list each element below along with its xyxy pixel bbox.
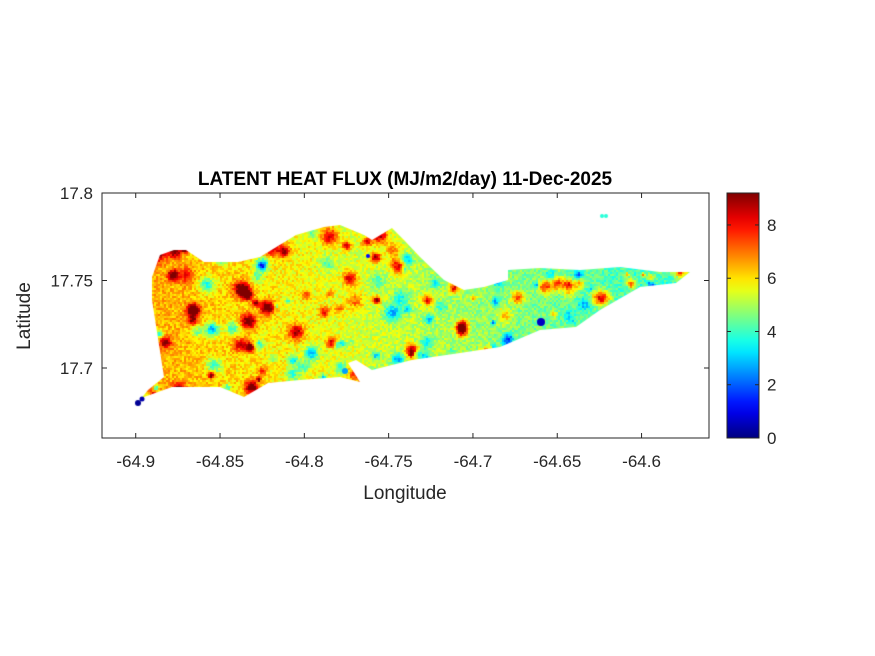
x-tick-label: -64.9 <box>116 452 155 471</box>
colorbar: 0 2 4 6 8 <box>726 192 776 448</box>
y-tick-label: 17.8 <box>60 184 93 203</box>
y-tick-label: 17.75 <box>50 272 93 291</box>
x-tick-label: -64.6 <box>622 452 661 471</box>
colorbar-tick-label: 4 <box>767 322 776 341</box>
x-axis: -64.9 -64.85 -64.8 -64.75 -64.7 -64.65 -64.6 <box>116 193 661 471</box>
x-axis-label: Longitude <box>363 483 446 504</box>
y-axis-label: Latitude <box>14 282 35 350</box>
chart-title: LATENT HEAT FLUX (MJ/m2/day) 11-Dec-2025 <box>198 169 613 190</box>
x-tick-label: -64.65 <box>533 452 581 471</box>
colorbar-tick-label: 6 <box>767 269 776 288</box>
x-tick-label: -64.85 <box>196 452 244 471</box>
y-axis: 17.7 17.75 17.8 <box>50 184 709 378</box>
colorbar-tick-label: 0 <box>767 429 776 448</box>
colorbar-tick-label: 2 <box>767 376 776 395</box>
y-tick-label: 17.7 <box>60 359 93 378</box>
colorbar-tick-label: 8 <box>767 216 776 235</box>
axes-box <box>101 192 710 439</box>
colorbar-gradient <box>726 192 760 439</box>
x-tick-label: -64.75 <box>365 452 413 471</box>
x-tick-label: -64.7 <box>454 452 493 471</box>
x-tick-label: -64.8 <box>285 452 324 471</box>
